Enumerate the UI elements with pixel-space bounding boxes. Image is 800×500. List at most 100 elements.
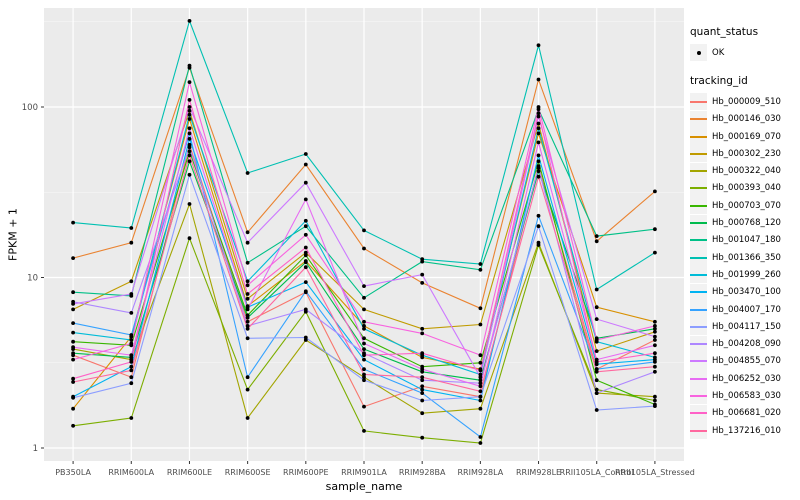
data-point bbox=[420, 331, 425, 336]
data-point bbox=[420, 281, 425, 285]
data-point bbox=[478, 372, 483, 377]
data-point bbox=[362, 404, 366, 409]
data-point bbox=[129, 364, 134, 369]
data-point bbox=[245, 260, 250, 265]
data-point bbox=[362, 367, 366, 372]
data-point bbox=[71, 339, 75, 344]
legend-item-Hb_000322_040: Hb_000322_040 bbox=[690, 162, 800, 180]
legend-item-label: Hb_004855_070 bbox=[712, 356, 781, 367]
legend-item-Hb_006681_020: Hb_006681_020 bbox=[690, 404, 800, 422]
legend-item-label: Hb_137216_010 bbox=[712, 425, 781, 436]
legend-item-Hb_000009_510: Hb_000009_510 bbox=[690, 93, 800, 111]
data-point bbox=[303, 250, 308, 255]
data-point bbox=[362, 324, 366, 328]
legend-key-line bbox=[690, 308, 707, 311]
legend-item-Hb_000169_070: Hb_000169_070 bbox=[690, 128, 800, 146]
legend-item-label: Hb_004117_150 bbox=[712, 321, 781, 332]
data-point bbox=[594, 239, 599, 244]
legend-key-line bbox=[690, 222, 707, 225]
data-point bbox=[536, 159, 541, 164]
data-point bbox=[129, 226, 134, 230]
legend-key-line bbox=[690, 412, 707, 415]
data-point bbox=[536, 121, 541, 126]
data-point bbox=[420, 384, 425, 389]
legend-item-Hb_000302_230: Hb_000302_230 bbox=[690, 145, 800, 163]
data-point bbox=[303, 253, 308, 258]
data-point bbox=[303, 218, 308, 223]
legend-item-label: Hb_004208_090 bbox=[712, 339, 781, 350]
data-point bbox=[71, 220, 75, 225]
data-point bbox=[362, 341, 366, 346]
legend-key-box bbox=[690, 422, 707, 440]
data-point bbox=[594, 391, 599, 395]
data-point bbox=[187, 126, 192, 131]
legend-item-label: Hb_006681_020 bbox=[712, 408, 781, 419]
x-tick-label: RRIM600LE bbox=[167, 468, 212, 477]
x-tick-label: RRIM901LA bbox=[341, 468, 387, 477]
data-point bbox=[536, 169, 541, 174]
data-point bbox=[129, 292, 134, 296]
data-point bbox=[536, 126, 541, 131]
data-point bbox=[420, 272, 425, 277]
data-point bbox=[187, 108, 192, 113]
data-point bbox=[129, 333, 134, 337]
data-point bbox=[362, 246, 366, 251]
legend-key-box bbox=[690, 128, 707, 146]
data-point bbox=[420, 257, 425, 262]
data-point bbox=[594, 360, 599, 364]
data-point bbox=[478, 375, 483, 380]
data-point bbox=[653, 334, 657, 339]
data-point bbox=[420, 326, 425, 331]
legend-key-line bbox=[690, 118, 707, 121]
data-point bbox=[303, 280, 308, 284]
legend-item-label: Hb_006252_030 bbox=[712, 373, 781, 384]
data-point bbox=[536, 153, 541, 158]
data-point bbox=[187, 149, 192, 154]
legend-item-Hb_001047_180: Hb_001047_180 bbox=[690, 231, 800, 249]
data-point bbox=[478, 435, 483, 439]
data-point bbox=[71, 290, 75, 295]
legend-item-Hb_006583_030: Hb_006583_030 bbox=[690, 387, 800, 405]
x-tick-label: RRIM600LA bbox=[108, 468, 154, 477]
legend-key-line bbox=[690, 170, 707, 173]
data-point bbox=[362, 336, 366, 341]
data-point bbox=[420, 351, 425, 356]
data-point bbox=[129, 375, 134, 380]
data-point bbox=[594, 317, 599, 321]
data-point bbox=[71, 423, 75, 428]
data-point bbox=[594, 349, 599, 353]
data-point bbox=[536, 213, 541, 218]
data-point bbox=[187, 98, 192, 102]
data-point bbox=[71, 357, 75, 362]
data-point bbox=[653, 338, 657, 342]
data-point bbox=[303, 335, 308, 340]
data-point bbox=[362, 357, 366, 362]
legend-key-line bbox=[690, 343, 707, 346]
data-point bbox=[129, 360, 134, 364]
data-point bbox=[594, 305, 599, 310]
data-point bbox=[187, 172, 192, 177]
data-point bbox=[245, 171, 250, 175]
legend-item-Hb_000768_120: Hb_000768_120 bbox=[690, 214, 800, 232]
data-point bbox=[478, 406, 483, 411]
data-point bbox=[478, 381, 483, 386]
data-point bbox=[71, 351, 75, 356]
legend-key-box bbox=[690, 110, 707, 128]
legend-item-Hb_004208_090: Hb_004208_090 bbox=[690, 335, 800, 353]
data-point bbox=[478, 262, 483, 266]
legend-item-Hb_004117_150: Hb_004117_150 bbox=[690, 318, 800, 336]
x-tick-label: PB350LA bbox=[55, 468, 91, 477]
legend-item-label: OK bbox=[712, 47, 725, 58]
legend-key-box bbox=[690, 404, 707, 422]
data-point bbox=[478, 398, 483, 403]
legend-item-Hb_001366_350: Hb_001366_350 bbox=[690, 249, 800, 267]
data-point bbox=[653, 360, 657, 364]
legend-item-label: Hb_000393_040 bbox=[712, 183, 781, 194]
data-point bbox=[187, 236, 192, 241]
x-tick-label: RRIM928LA bbox=[457, 468, 503, 477]
data-point bbox=[420, 435, 425, 440]
x-tick-label: RRII105LA_Stressed bbox=[615, 468, 695, 477]
legend-key-line bbox=[690, 204, 707, 207]
legend-key-box bbox=[690, 335, 707, 353]
legend-item-label: Hb_006583_030 bbox=[712, 390, 781, 401]
